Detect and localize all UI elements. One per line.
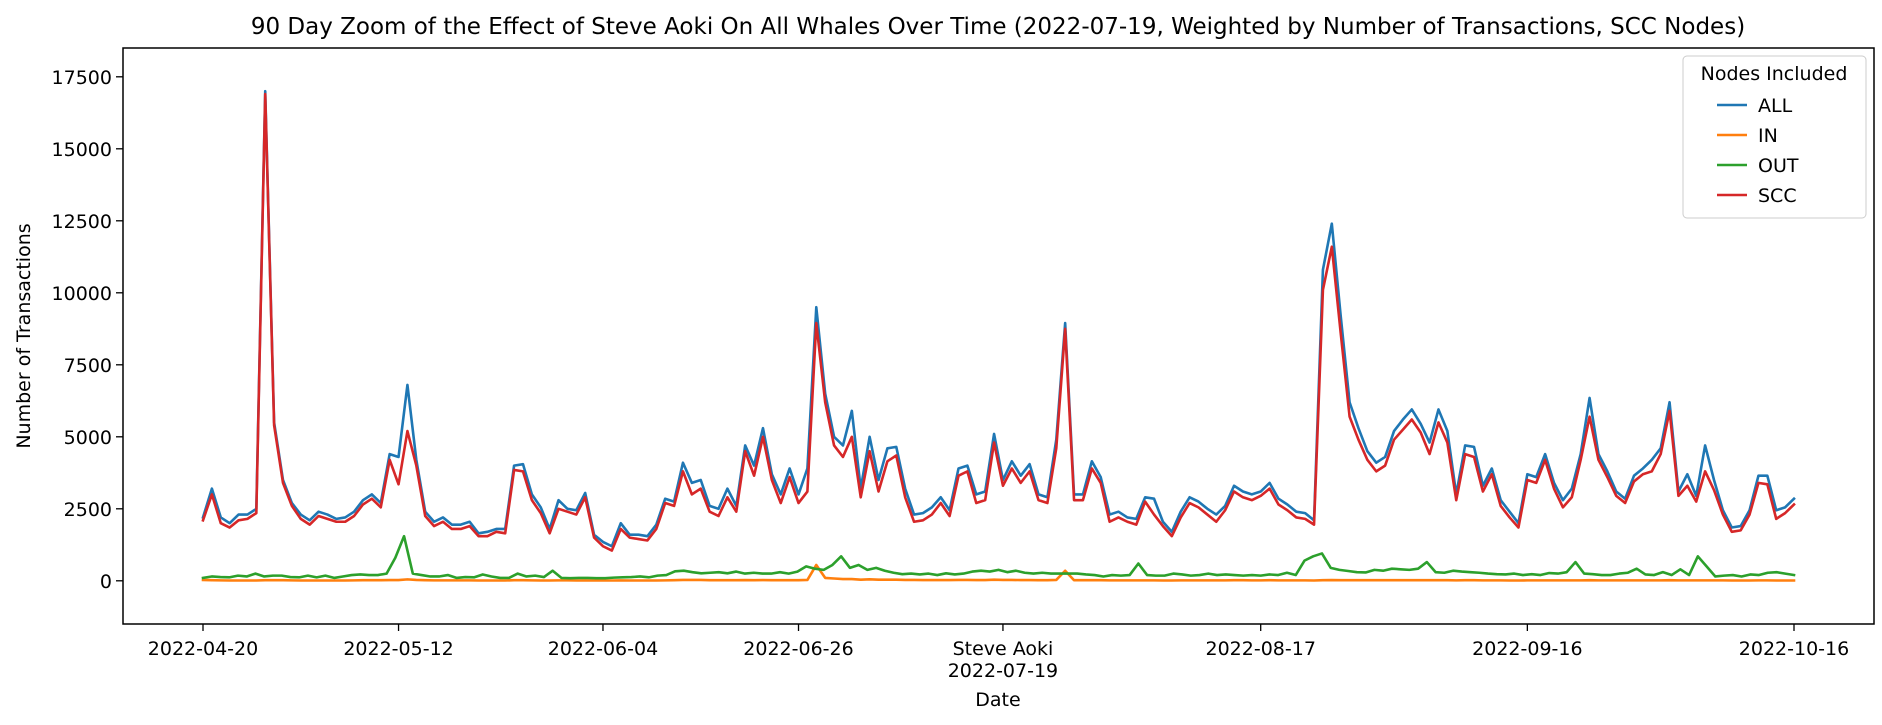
y-tick-label: 7500: [64, 355, 112, 377]
series-layer: [201, 89, 1796, 582]
legend-items: ALL IN OUT SCC: [1717, 95, 1799, 207]
series-line-all: [201, 89, 1796, 548]
y-tick-label: 5000: [64, 427, 112, 449]
y-tick-label: 10000: [52, 283, 112, 305]
x-tick-label: 2022-10-16: [1739, 638, 1849, 660]
y-axis: 0 2500 5000 7500 10000 12500 15000 17500: [52, 67, 123, 593]
x-tick-label: 2022-09-16: [1472, 638, 1582, 660]
series-line-scc: [201, 92, 1796, 552]
plot-frame: [122, 47, 1875, 625]
y-axis-label: Number of Transactions: [13, 223, 35, 448]
legend: Nodes Included ALL IN OUT SCC: [1682, 55, 1867, 219]
legend-box: [1682, 55, 1867, 219]
y-tick-label: 15000: [52, 139, 112, 161]
y-tick-label: 12500: [52, 211, 112, 233]
legend-label-all: ALL: [1758, 95, 1793, 117]
y-tick-label: 2500: [64, 499, 112, 521]
x-tick-label: 2022-07-19: [948, 660, 1058, 682]
series-line-out: [201, 534, 1796, 580]
legend-title: Nodes Included: [1701, 63, 1848, 85]
x-tick-label: 2022-04-20: [148, 638, 258, 660]
event-label: Steve Aoki: [953, 638, 1054, 660]
legend-label-in: IN: [1758, 125, 1778, 147]
legend-label-out: OUT: [1758, 155, 1799, 177]
y-tick-label: 17500: [52, 67, 112, 89]
x-tick-label: 2022-05-12: [343, 638, 453, 660]
x-axis: 2022-04-20 2022-05-12 2022-06-04 2022-06-26…: [148, 624, 1849, 682]
x-tick-label: 2022-08-17: [1205, 638, 1315, 660]
series-line-in: [201, 563, 1796, 582]
x-tick-label: 2022-06-04: [548, 638, 658, 660]
x-axis-label: Date: [975, 689, 1020, 711]
y-tick-label: 0: [100, 571, 112, 593]
chart-title: 90 Day Zoom of the Effect of Steve Aoki …: [251, 14, 1745, 40]
x-tick-label: 2022-06-26: [743, 638, 853, 660]
legend-label-scc: SCC: [1758, 185, 1797, 207]
